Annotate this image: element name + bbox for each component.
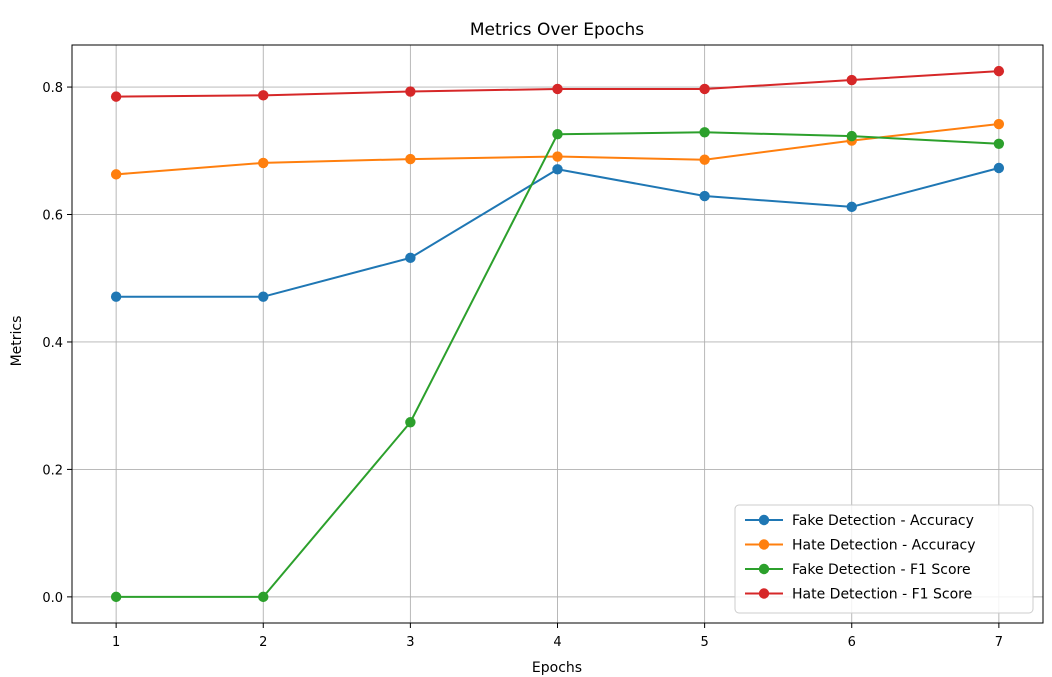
data-point xyxy=(993,118,1005,130)
legend-marker xyxy=(758,539,770,550)
data-point xyxy=(258,90,269,101)
data-point xyxy=(699,83,710,95)
series-markers xyxy=(110,65,1005,603)
y-tick-label: 0.0 xyxy=(42,591,63,606)
x-tick-label: 6 xyxy=(848,635,856,650)
data-point xyxy=(552,129,563,140)
data-point xyxy=(993,138,1005,149)
data-point xyxy=(552,164,563,175)
legend-marker xyxy=(758,588,770,599)
y-tick-label: 0.4 xyxy=(42,336,63,351)
legend-label: Fake Detection - Accuracy xyxy=(792,513,974,529)
x-tick-label: 2 xyxy=(259,635,267,650)
x-tick-label: 1 xyxy=(112,635,120,650)
x-tick-label: 5 xyxy=(700,635,708,650)
y-tick-label: 0.6 xyxy=(42,209,63,224)
data-point xyxy=(993,65,1005,77)
legend-label: Fake Detection - F1 Score xyxy=(792,562,971,578)
y-axis-ticks: 0.0 0.2 0.4 0.6 0.8 xyxy=(42,81,72,606)
legend-box xyxy=(734,504,1034,614)
data-point xyxy=(258,157,269,169)
legend-marker xyxy=(758,514,770,526)
data-point xyxy=(699,190,710,202)
chart-legend: Fake Detection - Accuracy Hate Detection … xyxy=(734,504,1034,614)
data-point xyxy=(110,591,122,603)
data-point xyxy=(405,252,416,264)
data-point xyxy=(110,91,122,102)
data-point xyxy=(846,201,857,213)
y-axis-title: Metrics xyxy=(9,316,25,367)
legend-label: Hate Detection - Accuracy xyxy=(792,538,976,554)
legend-label: Hate Detection - F1 Score xyxy=(792,587,972,603)
data-point xyxy=(405,86,416,97)
data-point xyxy=(699,154,710,165)
x-axis-title: Epochs xyxy=(532,660,582,676)
data-point xyxy=(110,291,122,302)
data-point xyxy=(993,162,1005,174)
y-tick-label: 0.8 xyxy=(42,81,63,96)
data-point xyxy=(110,169,122,180)
y-tick-label: 0.2 xyxy=(42,463,63,478)
data-point xyxy=(552,83,563,95)
data-point xyxy=(552,151,563,162)
data-point xyxy=(846,130,857,142)
x-tick-label: 4 xyxy=(553,635,561,650)
data-point xyxy=(258,291,269,302)
data-point xyxy=(258,591,269,603)
data-point xyxy=(405,153,416,165)
chart-title: Metrics Over Epochs xyxy=(470,20,644,40)
x-tick-label: 3 xyxy=(406,635,414,650)
x-axis-ticks: 1 2 3 4 5 6 7 xyxy=(112,623,1003,650)
data-point xyxy=(405,417,416,428)
data-point xyxy=(846,74,857,86)
data-point xyxy=(699,127,710,138)
x-tick-label: 7 xyxy=(995,635,1003,650)
legend-marker xyxy=(758,563,770,575)
